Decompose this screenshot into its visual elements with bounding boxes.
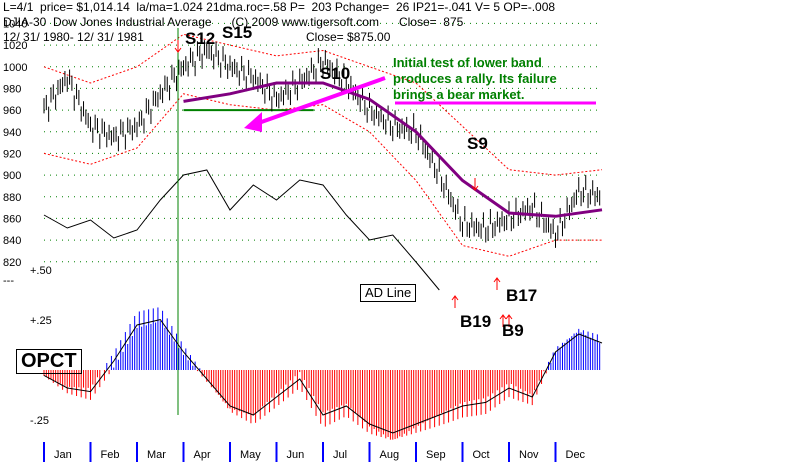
opct-label: OPCT	[16, 349, 82, 374]
y-tick-label: ---	[3, 275, 14, 287]
month-label: Mar	[147, 449, 166, 461]
y-tick-label: 860	[3, 213, 21, 225]
opct-tick-label: +.25	[30, 315, 52, 327]
header-line1: L=4/1 price= $1,014.14 la/ma=1.024 21dma…	[3, 0, 556, 14]
annotation-line2: produces a rally. Its failure	[393, 71, 557, 86]
opct-tick-label: -.25	[30, 415, 49, 427]
signal-s9: S9	[467, 134, 488, 153]
month-label: Jul	[333, 449, 347, 461]
upper-band-line	[43, 33, 603, 176]
month-label: May	[240, 449, 261, 461]
annotation-line3: brings a bear market.	[393, 87, 525, 102]
lower-band-line	[43, 93, 602, 257]
month-label: Jun	[287, 449, 305, 461]
signal-arrow	[505, 314, 513, 327]
y-tick-label: 820	[3, 257, 21, 269]
y-tick-label: 1040	[3, 18, 27, 30]
opct-tick-label: +.50	[30, 265, 52, 277]
y-tick-label: 920	[3, 148, 21, 160]
signal-s10: S10	[320, 64, 351, 83]
month-label: Aug	[380, 449, 400, 461]
ad-line	[43, 169, 440, 291]
month-label: Apr	[194, 449, 211, 461]
month-label: Dec	[566, 449, 586, 461]
month-label: Nov	[519, 449, 539, 461]
moving-average-line	[183, 81, 603, 218]
y-tick-label: 1000	[3, 62, 27, 74]
y-tick-label: 1020	[3, 40, 27, 52]
opct-line	[43, 319, 603, 434]
signal-s12: S12	[185, 29, 216, 48]
arrow-head	[244, 112, 262, 132]
month-label: Sep	[426, 449, 446, 461]
y-tick-label: 840	[3, 235, 21, 247]
y-tick-label: 940	[3, 127, 21, 139]
header-line3: 12/ 31/ 1980- 12/ 31/ 1981	[3, 30, 144, 44]
signal-arrow	[493, 277, 501, 290]
month-label: Oct	[473, 449, 490, 461]
arrow-line	[249, 76, 386, 128]
signal-b19: B19	[460, 312, 492, 331]
signal-arrow	[499, 314, 507, 327]
y-tick-label: 900	[3, 170, 21, 182]
annotation-line1: Initial test of lower band	[393, 55, 542, 70]
signal-b9: B9	[502, 321, 524, 340]
y-tick-label: 960	[3, 105, 21, 117]
y-tick-label: 980	[3, 83, 21, 95]
y-tick-label: 880	[3, 192, 21, 204]
header-line2: DJIA-30 Dow Jones Industrial Average (C)…	[3, 15, 464, 29]
header-line3b: Close= $875.00	[306, 30, 391, 44]
month-label: Feb	[101, 449, 120, 461]
signal-arrow	[451, 295, 459, 308]
ad-line-label: AD Line	[360, 284, 417, 302]
signal-b17: B17	[506, 286, 538, 305]
signal-arrow	[174, 40, 182, 53]
signal-arrow	[471, 178, 479, 191]
signal-s15: S15	[222, 23, 253, 42]
month-label: Jan	[54, 449, 72, 461]
